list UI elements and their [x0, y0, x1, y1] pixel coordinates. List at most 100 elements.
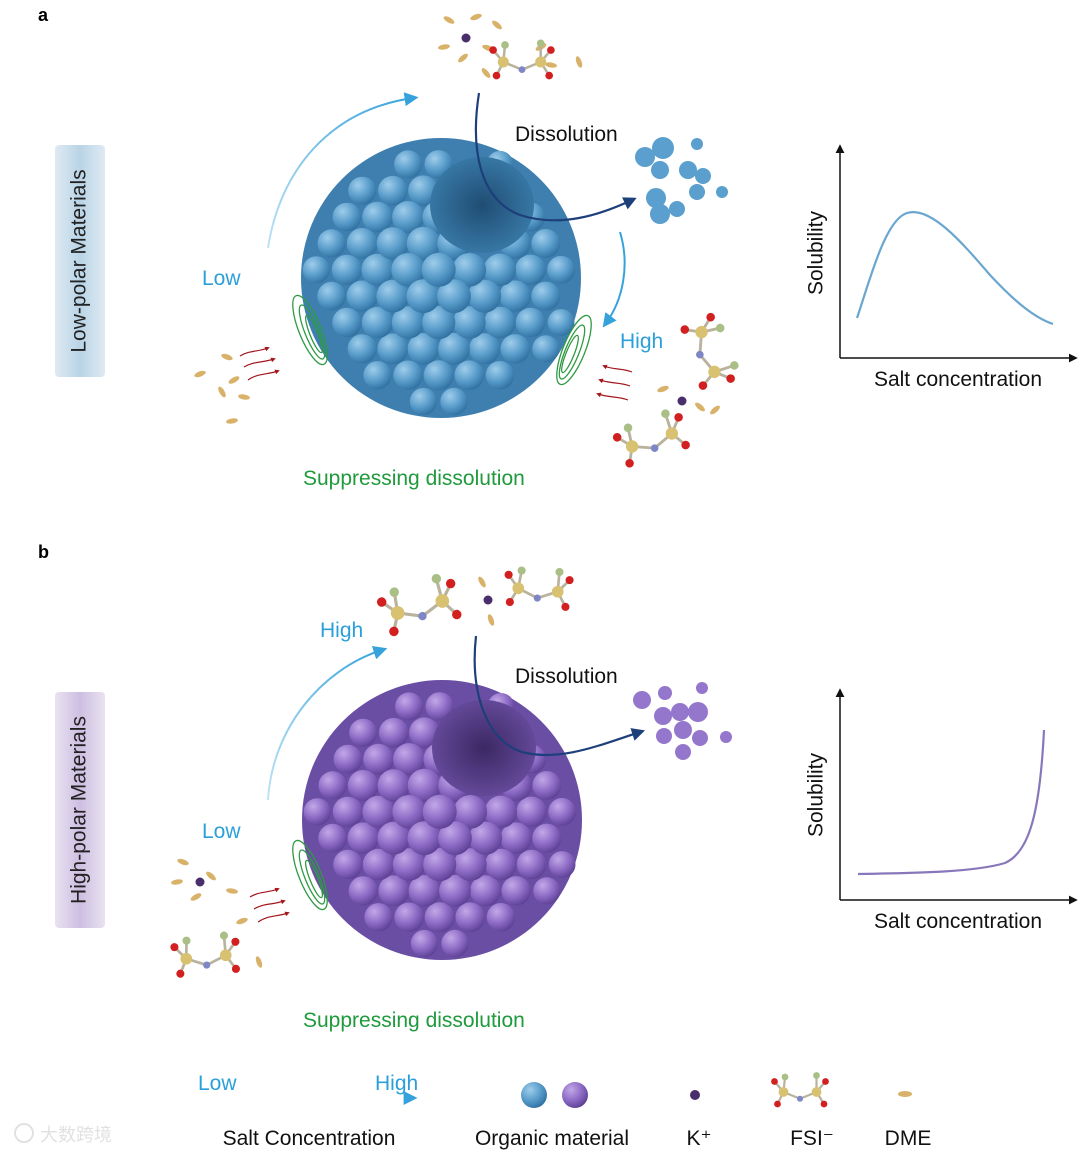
dissolution-arrow-b: [473, 635, 646, 757]
legend-k-ion: [690, 1090, 700, 1100]
organic-bead: [485, 361, 515, 390]
organic-bead: [470, 875, 502, 907]
fsi-atom: [518, 66, 526, 74]
fsi-atom: [612, 433, 622, 442]
organic-bead: [347, 770, 379, 801]
organic-bead: [469, 333, 501, 365]
organic-bead: [532, 823, 562, 853]
watermark-logo-icon: [14, 1123, 34, 1143]
fsi-atom: [565, 576, 574, 585]
organic-bead: [333, 744, 363, 774]
fsi-atom: [219, 949, 232, 962]
fsi-atom: [674, 413, 683, 422]
high-arc-a: [602, 231, 626, 328]
organic-bead: [424, 902, 455, 933]
dme-cluster-left-b: [171, 858, 263, 968]
organic-bead: [392, 848, 426, 881]
organic-bead: [484, 795, 518, 828]
fsi-atom: [706, 312, 715, 322]
low-to-high-arc-a: [267, 92, 419, 249]
fsi-atom: [822, 1078, 829, 1085]
dissolution-cavity-b: [432, 700, 536, 796]
fsi-atom: [696, 350, 704, 359]
fsi-atom: [625, 458, 634, 468]
legend-k-label: K⁺: [686, 1127, 711, 1150]
fsi-molecule-right-a: [680, 312, 739, 390]
legend: Low High Salt Concentration Organic mate…: [198, 1072, 931, 1150]
fsi-atom: [695, 325, 708, 339]
legend-fsi-molecule: [771, 1072, 829, 1108]
solubility-plot-b: Solubility Salt concentration: [805, 688, 1078, 933]
organic-bead: [425, 692, 454, 721]
organic-bead: [395, 692, 424, 721]
fsi-atom: [551, 585, 564, 598]
fsi-atom: [489, 46, 497, 54]
side-label-bg-b: [55, 692, 105, 928]
dme-cluster-left-a: [194, 353, 250, 424]
organic-bead: [409, 387, 437, 416]
dissolved-fragments-b: [633, 682, 732, 760]
organic-bead: [407, 821, 442, 855]
organic-bead: [441, 929, 469, 958]
organic-bead: [392, 795, 426, 829]
fsi-atom: [698, 381, 708, 390]
organic-bead: [531, 229, 561, 258]
solubility-plot-a: Solubility Salt concentration: [805, 144, 1078, 391]
fsi-atom: [680, 325, 690, 334]
fsi-atom: [625, 440, 639, 453]
fsi-atom: [547, 46, 555, 54]
high-label-b: High: [320, 619, 363, 642]
legend-organic-label: Organic material: [475, 1127, 629, 1150]
dissolved-fragments-a: [635, 137, 728, 224]
organic-bead: [303, 798, 331, 826]
fsi-atom: [545, 71, 554, 80]
organic-bead: [317, 281, 346, 311]
organic-bead: [317, 229, 346, 258]
organic-bead: [516, 796, 547, 827]
organic-bead: [394, 902, 424, 932]
organic-bead: [486, 903, 516, 932]
organic-bead: [363, 361, 392, 390]
organic-bead: [362, 201, 393, 233]
organic-bead: [454, 360, 485, 391]
dissolution-arrow-a: [474, 92, 637, 222]
fsi-atom: [512, 582, 525, 595]
organic-bead: [548, 851, 576, 878]
dissolution-label-b: Dissolution: [515, 665, 618, 688]
fsi-molecule-top-right-b: [504, 566, 574, 611]
fsi-atom: [180, 952, 193, 965]
organic-bead: [531, 281, 561, 311]
organic-bead: [468, 279, 502, 313]
suppressing-label-a: Suppressing dissolution: [303, 467, 525, 490]
fsi-atom: [376, 597, 387, 607]
organic-bead: [361, 253, 394, 286]
fsi-atom: [715, 323, 725, 333]
organic-bead: [364, 903, 393, 932]
organic-bead: [484, 306, 516, 339]
fsi-atom: [781, 1073, 789, 1081]
dme-cluster-right-a: [657, 385, 720, 415]
organic-bead: [423, 847, 457, 882]
organic-bead: [452, 306, 486, 339]
fsi-atom: [778, 1087, 789, 1097]
legend-fsi-label: FSI⁻: [790, 1127, 834, 1150]
organic-bead: [422, 794, 457, 829]
organic-bead: [548, 797, 576, 826]
fsi-atom: [555, 567, 564, 577]
fsi-molecule-top-left-b: [376, 573, 462, 637]
organic-sphere-b: [302, 680, 582, 960]
organic-bead: [376, 227, 409, 260]
organic-bead: [391, 252, 425, 287]
side-label-a: Low-polar Materials: [68, 169, 91, 352]
organic-bead: [394, 150, 423, 179]
organic-bead: [347, 822, 379, 854]
fsi-atom: [811, 1087, 822, 1097]
organic-bead: [469, 821, 503, 855]
fsi-atom: [730, 361, 739, 370]
organic-bead: [452, 252, 487, 287]
fsi-atom: [452, 609, 462, 620]
organic-bead: [393, 743, 426, 776]
swirl-left-a: [292, 294, 328, 366]
organic-bead: [409, 717, 440, 748]
fsi-molecule-bottom-a: [612, 409, 690, 468]
